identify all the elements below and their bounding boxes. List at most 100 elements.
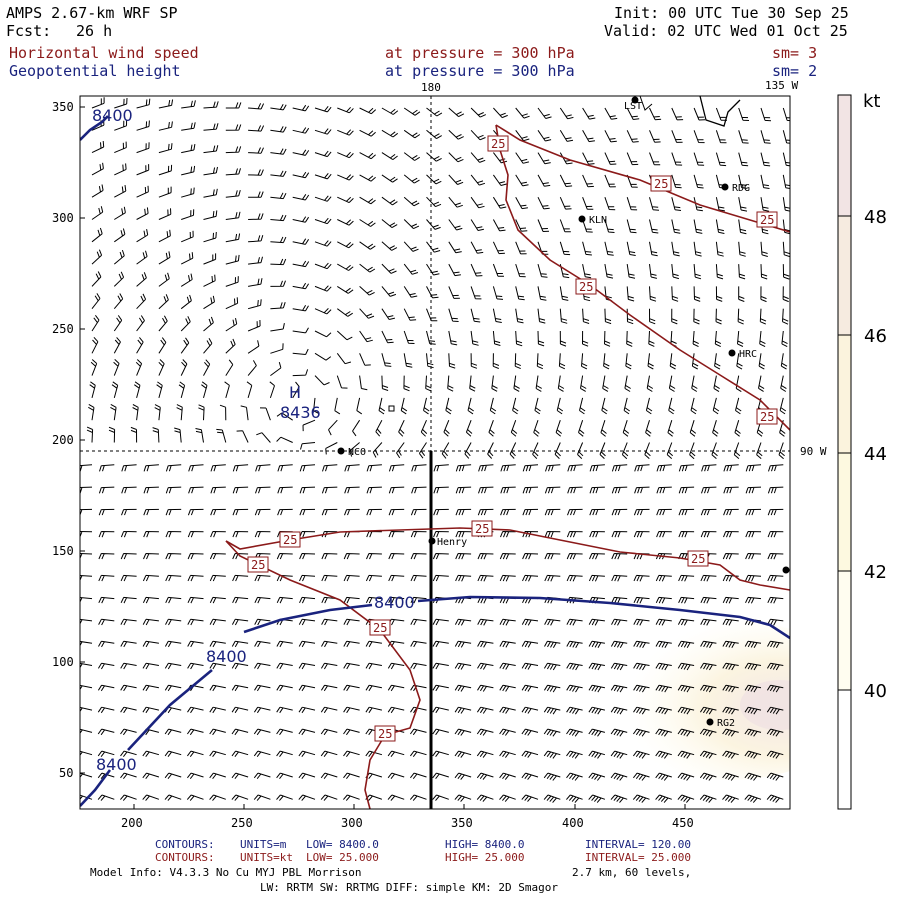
wind-barb [320,772,338,780]
wind-barb [432,706,449,714]
wind-barb [314,285,332,292]
speed-label-box: 25 [756,211,778,228]
wind-barb [499,662,516,670]
wind-barb [644,442,651,459]
wind-barb [677,750,695,759]
wind-barb [120,553,137,560]
wind-barb [693,130,705,144]
wind-barb [349,442,360,457]
wind-barb [744,706,762,715]
wind-barb [432,553,449,560]
wind-barb [700,508,717,516]
y-tick-label: 350 [52,100,74,114]
wind-barb [624,375,631,392]
wind-barb [181,230,194,243]
wind-barb [566,574,583,582]
wind-barb [410,706,427,714]
svg-text:25: 25 [491,137,505,151]
wind-barb [582,152,595,165]
station-unnamed [782,566,790,574]
wind-barb [477,640,494,648]
wind-barb [478,486,494,494]
wind-barb [492,330,501,346]
wind-barb [328,419,338,436]
wind-barb [292,369,309,377]
svg-text:25: 25 [251,558,265,572]
wind-barb [80,486,93,494]
wind-barb [337,285,354,294]
wind-barb [649,308,656,325]
wind-barb [647,353,654,370]
wind-barb [356,397,363,415]
wind-barb [713,375,720,393]
wind-barb [187,508,204,516]
wind-barb [499,553,516,560]
wind-barb [432,750,449,757]
wind-barb [314,217,332,225]
wind-barb [734,420,741,437]
wind-barb [120,531,137,538]
wind-barb [359,129,376,137]
wind-barb [499,618,516,626]
wind-barb [209,596,226,604]
wind-barb [567,464,583,472]
wind-barb [403,330,415,344]
wind-barb [276,750,293,757]
wind-barb [693,241,702,257]
wind-barb [745,531,762,538]
wind-barb [566,794,583,803]
contours-high-height: HIGH= 8400.0 [445,838,525,851]
wind-barb [492,353,500,369]
wind-barb [766,794,784,803]
plot-frame [79,95,791,810]
wind-barb [499,684,516,692]
wind-barb [454,618,472,626]
wind-barb [154,404,161,421]
colorbar-unit: kt [863,91,880,112]
wind-barb [113,337,121,354]
wind-barb [91,184,104,198]
wind-barb [448,263,461,277]
wind-barb [649,264,658,279]
speed-label-box: 25 [687,550,709,567]
wind-barb [588,618,605,626]
wind-barb [387,772,405,780]
wind-barb [209,794,226,801]
forecast-hour: 26 h [76,22,113,40]
speed-label-box: 25 [369,619,391,636]
wind-barb [411,486,427,494]
wind-barb [588,750,606,759]
wind-barb [165,464,182,472]
wind-barb [403,152,420,161]
wind-barb [343,794,360,801]
wind-barb [448,174,464,185]
wind-barb [700,684,717,693]
svg-text:LST: LST [624,101,642,112]
wind-barb [611,596,628,604]
wind-barb [372,442,383,458]
wind-barb [633,508,650,516]
wind-barb [209,618,226,626]
wind-barb [136,293,147,310]
wind-barb [135,359,143,376]
forecast-label: Fcst: [6,22,52,40]
wind-barb [441,442,450,459]
wind-barb [577,442,584,459]
wind-barb [455,553,472,560]
wind-barb [225,189,241,198]
wind-barb [270,258,287,266]
wind-barb [766,772,784,781]
wind-barb [611,464,628,472]
wind-barb [365,684,383,692]
wind-barb [400,397,408,415]
wind-barb [766,684,784,693]
wind-barb [455,508,472,516]
wind-barb [203,166,218,176]
wind-barb [248,256,263,265]
wind-barb [158,294,169,310]
wind-barb [602,375,609,392]
wind-barb [604,107,618,120]
wind-barb [337,151,354,159]
wind-barb [515,174,529,187]
wind-barb [455,486,472,494]
